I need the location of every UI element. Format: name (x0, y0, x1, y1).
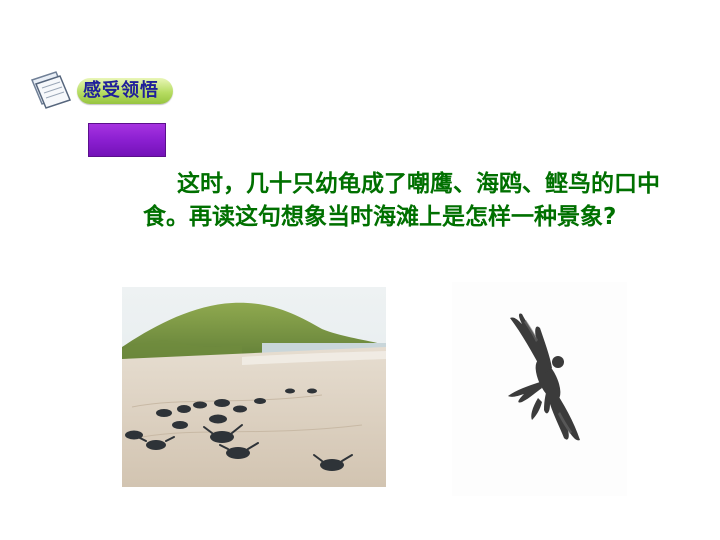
eagle-photo (452, 282, 627, 496)
purple-decor-bar (88, 123, 166, 157)
question-text: 这时，几十只幼龟成了嘲鹰、海鸥、鲣鸟的口中食。再读这句想象当时海滩上是怎样一种景… (143, 171, 660, 230)
section-title: 感受领悟 (83, 80, 159, 101)
question-paragraph: 这时，几十只幼龟成了嘲鹰、海鸥、鲣鸟的口中食。再读这句想象当时海滩上是怎样一种景… (143, 168, 663, 234)
beach-hatchlings-photo (122, 287, 386, 487)
notes-icon (26, 68, 76, 112)
section-badge (77, 78, 173, 104)
